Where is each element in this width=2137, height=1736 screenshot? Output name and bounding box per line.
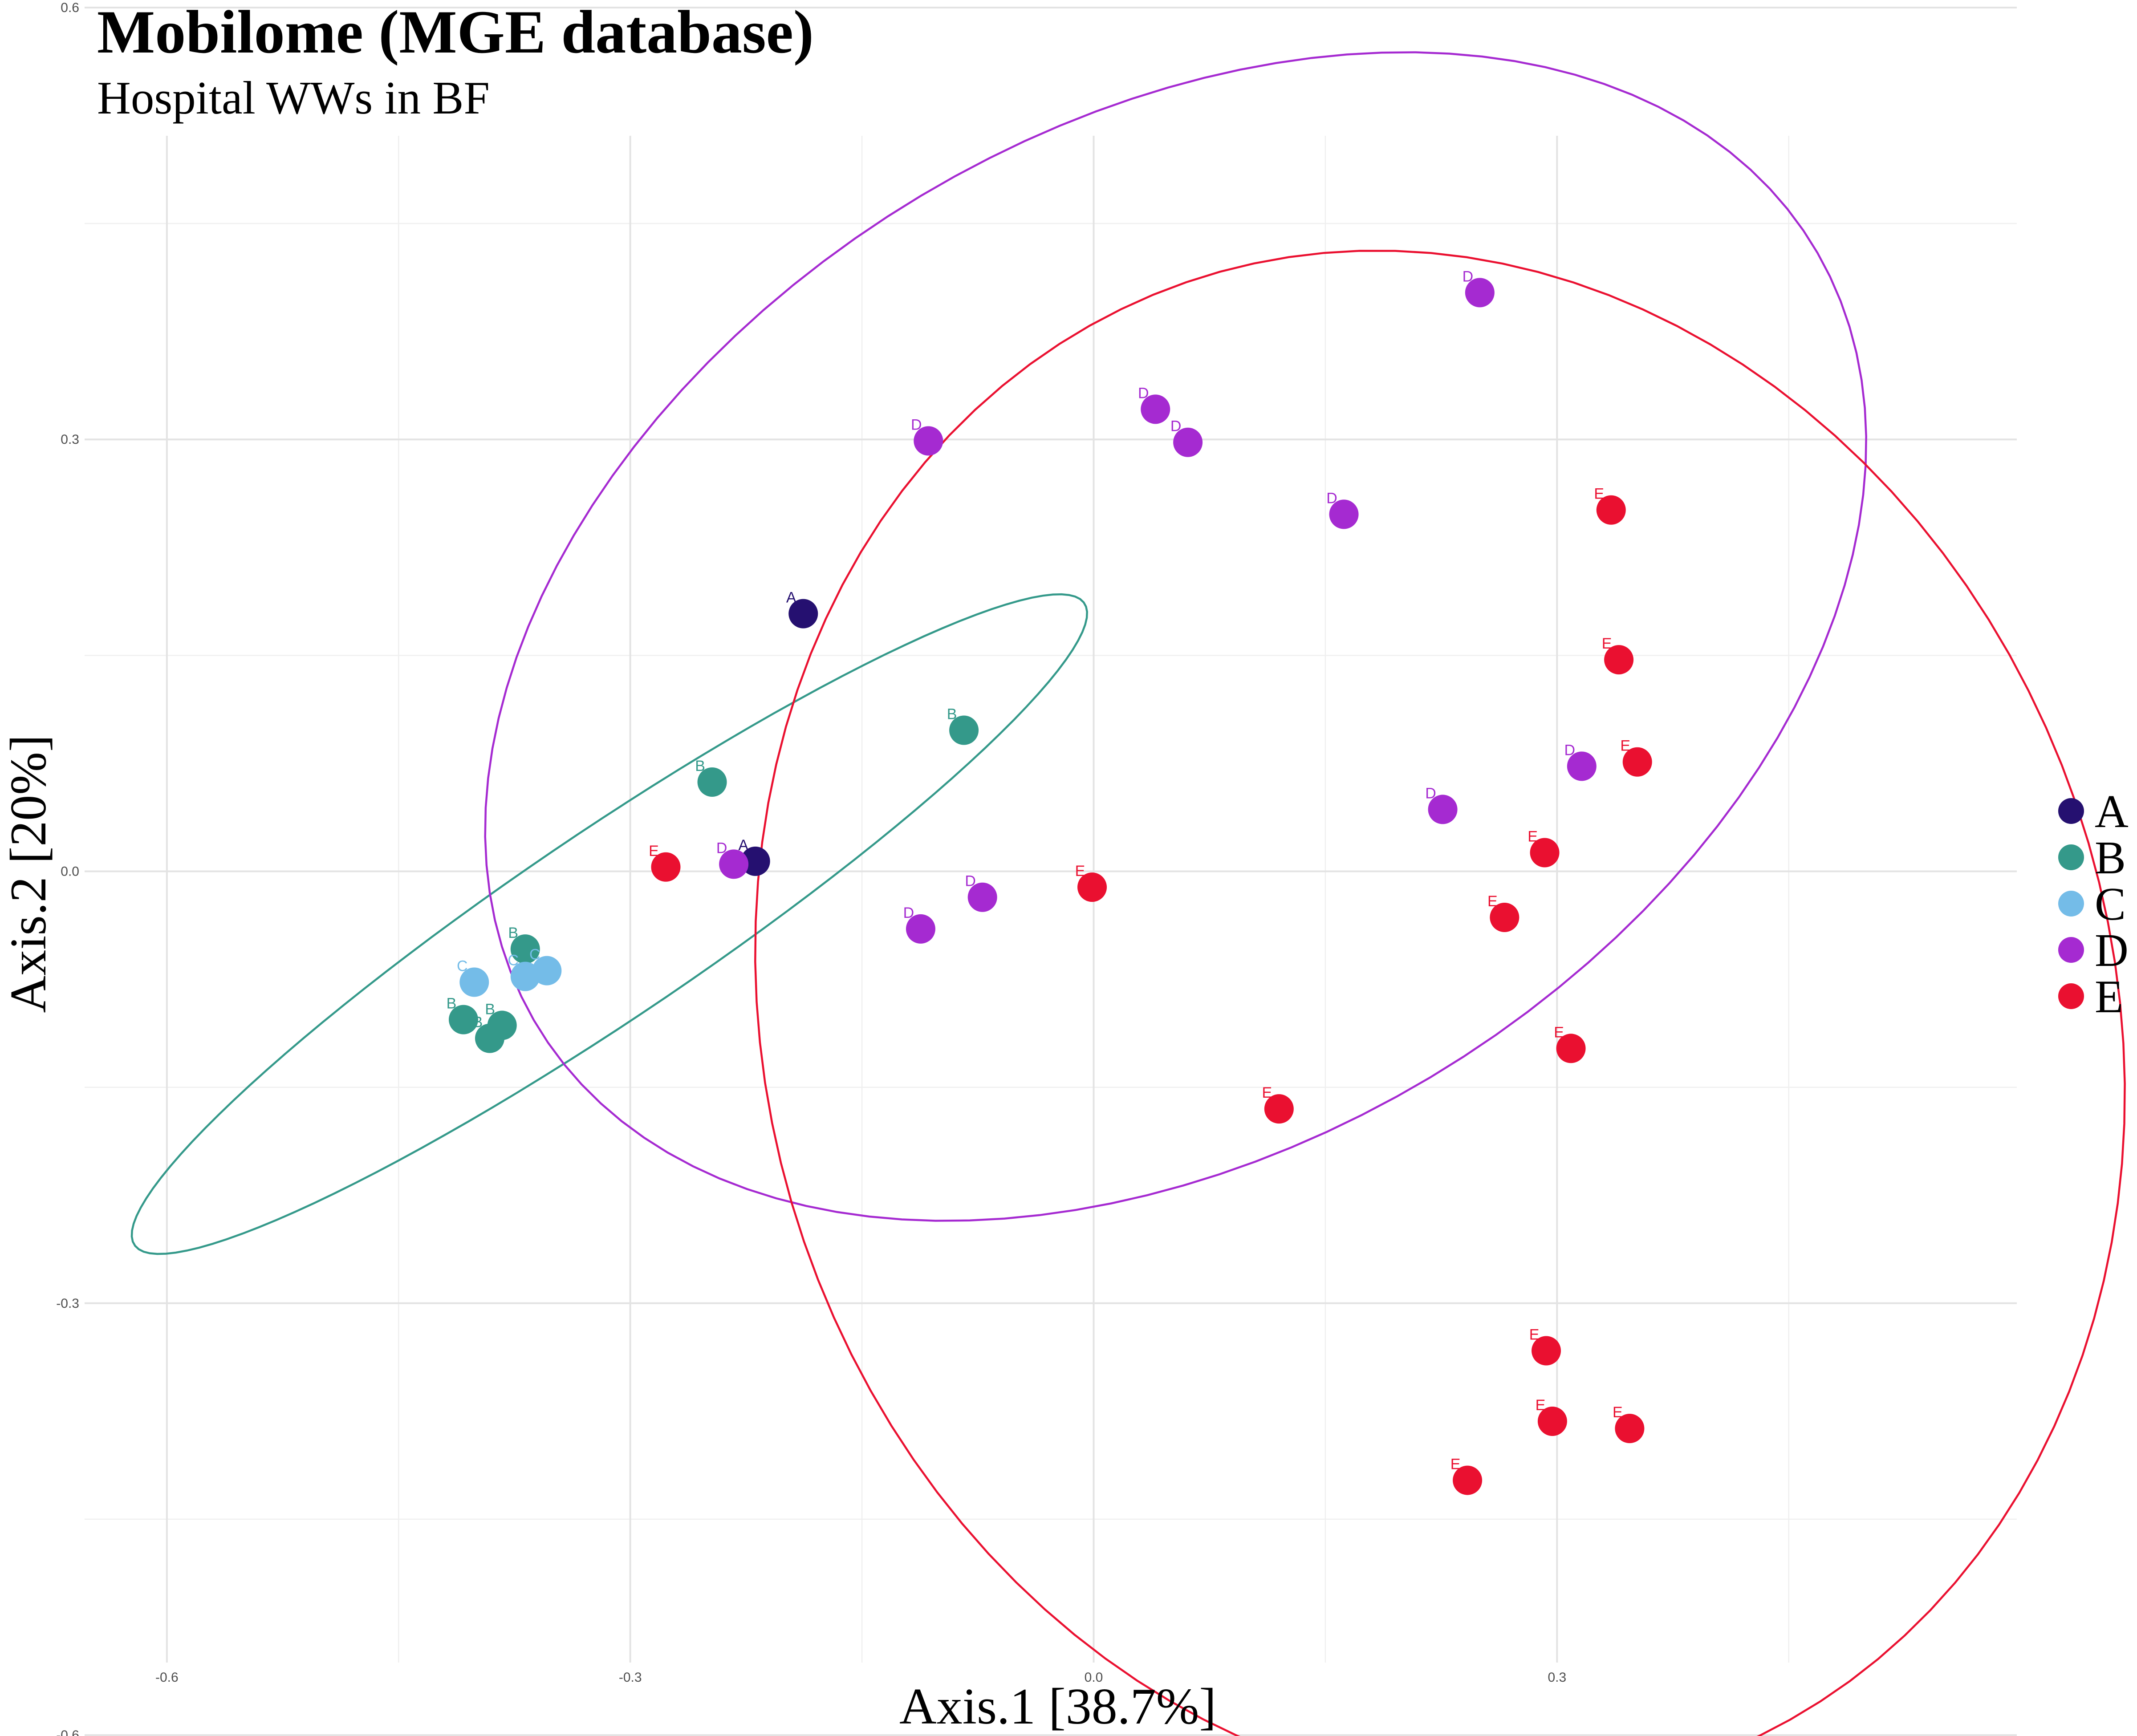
point-e: [1077, 872, 1107, 902]
point-d: [719, 849, 749, 879]
chart-subtitle: Hospital WWs in BF: [97, 72, 490, 124]
grid: [85, 6, 2017, 1736]
point-a: [788, 599, 818, 629]
legend-key-e: [2058, 983, 2084, 1009]
legend-label-b: B: [2095, 831, 2126, 884]
point-label-b: B: [473, 1014, 483, 1031]
point-label-d: D: [716, 840, 727, 856]
point-label-a: A: [738, 837, 748, 854]
x-axis-title: Axis.1 [38.7%]: [899, 1678, 1216, 1735]
point-label-d: D: [911, 416, 922, 433]
point-label-c: C: [529, 946, 540, 963]
ellipse-b: [130, 593, 1088, 1255]
x-tick-label: 0.0: [1085, 1670, 1103, 1685]
point-label-b: B: [485, 1001, 495, 1018]
legend-label-c: C: [2095, 878, 2126, 930]
ellipse-e: [754, 250, 2126, 1736]
point-c: [532, 956, 562, 986]
y-tick-label: -0.6: [56, 1728, 79, 1736]
point-label-d: D: [1170, 418, 1182, 435]
point-e: [1532, 1336, 1561, 1366]
point-label-a: A: [786, 589, 796, 606]
point-label-e: E: [1075, 863, 1085, 880]
legend-key-b: [2058, 844, 2084, 870]
point-e: [1264, 1094, 1294, 1124]
point-label-d: D: [903, 905, 914, 921]
point-d: [1141, 394, 1170, 424]
point-label-e: E: [649, 843, 659, 860]
point-label-c: C: [457, 958, 468, 975]
point-label-d: D: [1463, 268, 1474, 285]
legend-label-e: E: [2095, 970, 2123, 1022]
point-e: [1556, 1034, 1586, 1063]
x-tick-label: -0.6: [155, 1670, 179, 1685]
ellipse-d: [484, 51, 1867, 1222]
x-tick-label: 0.3: [1548, 1670, 1566, 1685]
point-label-e: E: [1594, 486, 1604, 503]
point-e: [1622, 747, 1652, 777]
point-label-e: E: [1620, 738, 1630, 754]
point-e: [1615, 1414, 1645, 1444]
point-e: [1596, 495, 1626, 525]
point-label-e: E: [1487, 893, 1498, 910]
point-label-b: B: [695, 758, 705, 775]
point-label-e: E: [1554, 1024, 1564, 1041]
x-tick-label: -0.3: [619, 1670, 642, 1685]
y-tick-label: -0.3: [56, 1296, 79, 1311]
point-label-e: E: [1262, 1084, 1272, 1101]
point-d: [1465, 278, 1495, 308]
legend-label-d: D: [2095, 924, 2129, 976]
point-label-e: E: [1536, 1397, 1546, 1414]
point-label-e: E: [1529, 1326, 1540, 1343]
point-d: [906, 914, 935, 944]
point-c: [459, 967, 489, 997]
point-b: [510, 934, 540, 964]
point-label-e: E: [1528, 828, 1538, 845]
y-axis-title: Axis.2 [20%]: [0, 734, 57, 1013]
point-label-d: D: [1326, 490, 1337, 507]
point-d: [1567, 751, 1597, 781]
point-b: [487, 1010, 517, 1040]
point-label-d: D: [965, 873, 976, 890]
point-e: [1490, 902, 1519, 932]
y-tick-label: 0.6: [61, 0, 79, 15]
tick-labels: -0.6 -0.3 0.0 0.3 0.6 0.3 0.0 -0.3 -0.6: [56, 0, 1566, 1736]
point-b: [697, 767, 727, 797]
point-d: [1329, 499, 1359, 529]
point-e: [1530, 838, 1560, 868]
point-d: [1173, 427, 1203, 457]
point-d: [1428, 795, 1458, 824]
point-label-b: B: [947, 706, 957, 723]
legend-key-c: [2058, 891, 2084, 917]
point-label-b: B: [447, 995, 457, 1012]
point-label-c: C: [508, 952, 519, 969]
point-label-d: D: [1138, 385, 1149, 402]
legend-key-a: [2058, 798, 2084, 824]
point-e: [1604, 645, 1634, 675]
point-e: [1453, 1465, 1483, 1495]
point-label-b: B: [508, 925, 518, 941]
point-b: [448, 1005, 478, 1034]
point-d: [914, 426, 943, 456]
point-label-d: D: [1564, 742, 1576, 758]
legend-label-a: A: [2095, 785, 2129, 837]
y-tick-label: 0.3: [61, 432, 79, 447]
point-a: [740, 846, 770, 876]
point-b: [949, 715, 979, 745]
point-label-e: E: [1602, 635, 1612, 652]
legend-key-d: [2058, 937, 2084, 963]
point-e: [1537, 1406, 1567, 1436]
point-label-e: E: [1450, 1456, 1461, 1473]
y-tick-label: 0.0: [61, 864, 79, 879]
point-label-e: E: [1613, 1404, 1623, 1421]
chart-title: Mobilome (MGE database): [97, 0, 814, 66]
confidence-ellipses: [130, 51, 2126, 1736]
point-label-d: D: [1425, 785, 1436, 802]
point-d: [967, 882, 997, 912]
point-e: [651, 852, 681, 882]
